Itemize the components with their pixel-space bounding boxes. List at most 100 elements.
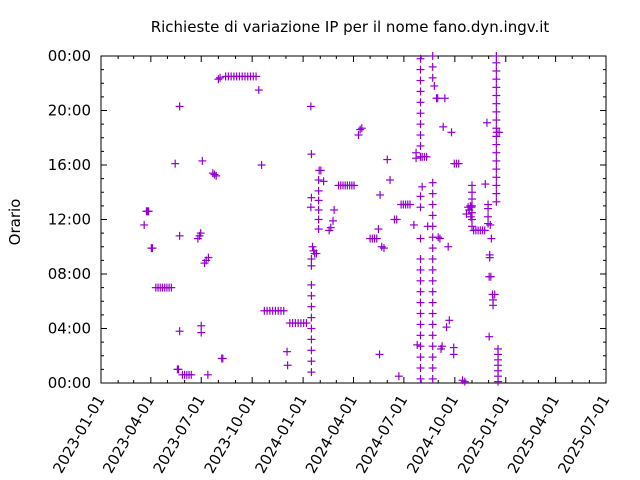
data-point (467, 188, 476, 197)
data-point (467, 222, 476, 231)
data-point (307, 357, 316, 366)
data-point (375, 350, 384, 359)
data-point (416, 141, 425, 150)
data-point (314, 215, 323, 224)
data-point (196, 229, 205, 238)
data-point (428, 374, 437, 383)
data-point (316, 166, 325, 175)
data-point (481, 180, 490, 189)
data-point (495, 128, 504, 137)
data-point (416, 109, 425, 118)
data-point (428, 265, 437, 274)
data-point (428, 309, 437, 318)
data-point (492, 132, 501, 141)
data-point (171, 159, 180, 168)
data-point (416, 98, 425, 107)
data-point (462, 210, 471, 219)
data-point (306, 102, 315, 111)
data-point (416, 298, 425, 307)
data-point (482, 118, 491, 127)
data-point (307, 193, 316, 202)
data-point (187, 370, 196, 379)
data-point (307, 335, 316, 344)
data-point (214, 75, 223, 84)
data-point (460, 377, 469, 386)
data-point (413, 340, 422, 349)
data-point (416, 65, 425, 74)
data-point (307, 313, 316, 322)
data-point (350, 181, 359, 190)
data-point (428, 331, 437, 340)
data-point (416, 265, 425, 274)
y-tick-label: 00:00 (48, 47, 91, 65)
data-point (467, 215, 476, 224)
plot-frame (100, 55, 607, 384)
data-point (198, 156, 207, 165)
data-point (492, 156, 501, 165)
data-point (197, 321, 206, 330)
data-point (374, 225, 383, 234)
data-point (416, 309, 425, 318)
x-tick-label: 2023-07-01 (150, 392, 209, 477)
data-point (379, 244, 388, 253)
data-point (175, 102, 184, 111)
data-point (428, 244, 437, 253)
data-point (428, 52, 437, 60)
data-point (416, 76, 425, 85)
data-point (392, 215, 401, 224)
data-point (434, 233, 443, 242)
data-point (216, 73, 225, 82)
x-ticks: 2023-01-012023-04-012023-07-012023-10-01… (49, 56, 613, 477)
data-point (492, 197, 501, 206)
data-point (492, 148, 501, 157)
data-point (174, 365, 183, 374)
x-tick-label: 2024-04-01 (302, 392, 361, 477)
data-point (307, 291, 316, 300)
data-point (326, 223, 335, 232)
data-point (307, 261, 316, 270)
x-tick-label: 2025-01-01 (454, 392, 513, 477)
data-point (492, 189, 501, 198)
x-tick-label: 2024-01-01 (251, 392, 310, 477)
data-point (467, 195, 476, 204)
data-point (416, 320, 425, 329)
data-point (467, 181, 476, 190)
data-point (307, 150, 316, 159)
data-point (492, 99, 501, 108)
y-tick-label: 12:00 (48, 211, 91, 229)
data-point (449, 350, 458, 359)
data-point (430, 81, 439, 90)
data-point (212, 171, 221, 180)
data-point (307, 302, 316, 311)
data-point (484, 200, 493, 209)
y-ticks: 00:00 04:00 08:00 12:00 16:00 20:00 00:00 (48, 47, 606, 392)
data-point (319, 177, 328, 186)
data-point (416, 234, 425, 243)
chart-title: Richieste di variazione IP per il nome f… (151, 18, 550, 36)
data-point (435, 234, 444, 243)
data-point (312, 249, 321, 258)
data-point (175, 327, 184, 336)
data-point (416, 342, 425, 351)
data-points (140, 52, 504, 386)
data-point (428, 320, 437, 329)
data-point (409, 220, 418, 229)
data-point (405, 200, 414, 209)
data-point (486, 220, 495, 229)
data-point (314, 196, 323, 205)
data-point (492, 140, 501, 149)
data-point (167, 283, 176, 292)
data-point (210, 170, 219, 179)
data-point (416, 54, 425, 63)
data-point (422, 152, 431, 161)
data-point (356, 125, 365, 134)
data-point (428, 287, 437, 296)
data-point (383, 155, 392, 164)
data-point (416, 287, 425, 296)
data-point (492, 58, 501, 67)
data-point (254, 86, 263, 95)
data-point (257, 161, 266, 169)
data-point (467, 208, 476, 217)
data-point (439, 122, 448, 131)
